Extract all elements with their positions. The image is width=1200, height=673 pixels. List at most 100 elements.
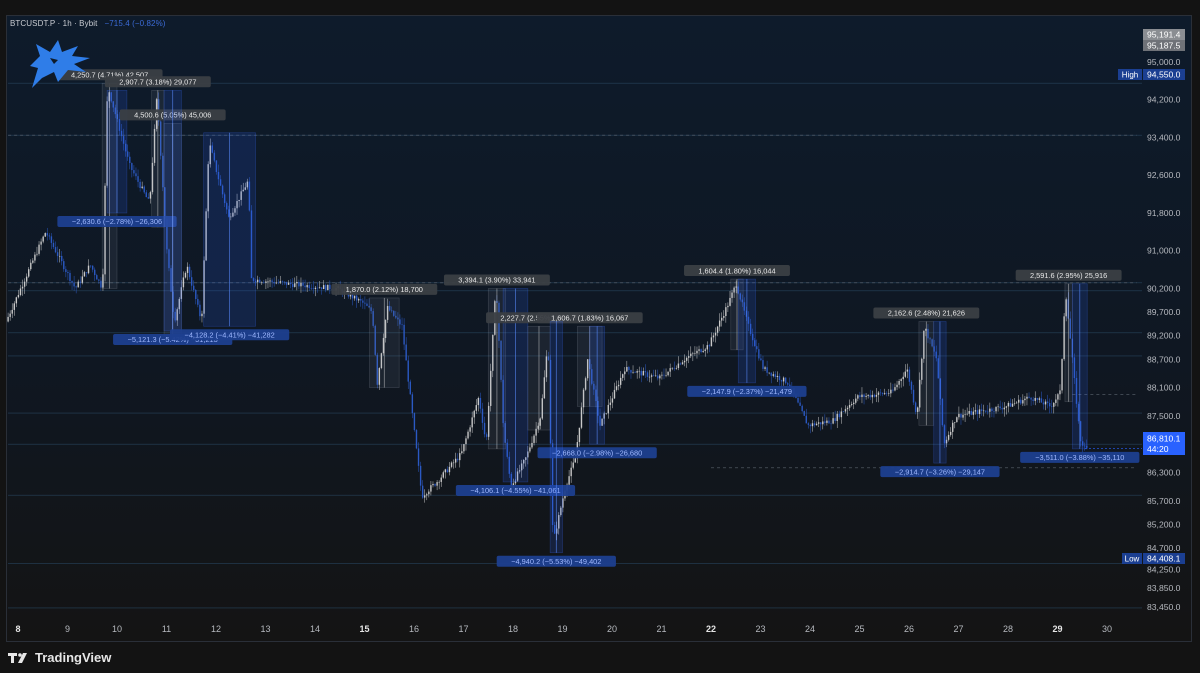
candle-body: [424, 495, 426, 498]
candle-body: [44, 233, 46, 237]
candle-body: [855, 398, 857, 403]
candle-body: [477, 397, 480, 406]
candle-body: [925, 328, 927, 331]
candle-body: [912, 389, 915, 403]
y-tick-label: 88,700.0: [1147, 354, 1181, 364]
x-tick-label: 27: [953, 624, 963, 634]
y-tick-label: 93,400.0: [1147, 132, 1181, 142]
candle-body: [54, 247, 57, 253]
candle-body: [628, 366, 630, 371]
candle-body: [865, 395, 867, 397]
candle-body: [869, 394, 871, 398]
candle-body: [558, 515, 560, 529]
candle-body: [487, 405, 490, 437]
candle-body: [17, 295, 20, 298]
candle-body: [479, 397, 482, 409]
candle-body: [805, 415, 807, 424]
candle-body: [444, 469, 447, 473]
candle-body: [766, 367, 768, 373]
candle-body: [279, 281, 282, 283]
candle-body: [863, 394, 865, 397]
candle-body: [784, 377, 787, 384]
candle-body: [116, 114, 119, 119]
candle-body: [974, 410, 977, 412]
candle-body: [617, 384, 620, 387]
candle-body: [871, 394, 873, 398]
candle-body: [879, 392, 882, 394]
candle-body: [473, 410, 475, 418]
candle-body: [640, 370, 642, 376]
tradingview-branding[interactable]: TradingView: [8, 650, 111, 665]
candle-body: [471, 417, 473, 428]
candle-body: [364, 302, 366, 304]
candle-body: [226, 203, 228, 210]
x-tick-label: 17: [458, 624, 468, 634]
candle-body: [89, 265, 92, 267]
candle-body: [490, 370, 492, 406]
candle-body: [838, 413, 840, 418]
candle-body: [108, 92, 110, 102]
measure-label-bg-up: [1015, 269, 1122, 281]
measure-label: 4,250.7 (4.71%) 42,507: [71, 70, 148, 79]
candle-body: [836, 413, 838, 421]
candle-body: [547, 356, 550, 360]
candle-body: [914, 402, 917, 412]
candle-body: [492, 334, 494, 371]
candle-body: [688, 356, 690, 358]
candle-body: [906, 369, 909, 372]
candle-body: [593, 383, 595, 390]
candle-body: [391, 310, 393, 312]
candle-body: [772, 374, 774, 376]
candle-body: [143, 186, 145, 193]
candle-body: [302, 282, 304, 286]
candle-body: [718, 320, 721, 327]
candle-body: [240, 191, 242, 200]
candle-body: [910, 381, 913, 390]
candle-body: [987, 411, 989, 413]
candle-body: [613, 389, 616, 399]
candle-body: [7, 316, 9, 322]
candle-body: [269, 280, 271, 282]
candle-body: [259, 279, 261, 283]
candle-body: [1040, 398, 1043, 403]
candle-body: [916, 407, 919, 412]
candle-body: [376, 354, 378, 385]
candle-body: [655, 375, 657, 377]
candle-body: [467, 431, 469, 439]
measure-label-bg-up: [443, 274, 550, 286]
candle-body: [271, 280, 273, 282]
measure-label-bg-down: [455, 484, 576, 496]
measure-label-bg-down: [687, 385, 807, 397]
candle-body: [1055, 399, 1057, 403]
candle-body: [531, 442, 533, 448]
candle-body: [611, 398, 614, 403]
y-tick-label: 84,250.0: [1147, 564, 1181, 574]
candle-body: [846, 407, 849, 410]
measure-label: −3,511.0 (−3.88%) −35,110: [1035, 453, 1124, 462]
candle-body: [556, 528, 558, 534]
candle-body: [355, 295, 358, 301]
candle-body: [739, 293, 741, 300]
candle-body: [52, 242, 55, 248]
candle-body: [609, 402, 612, 405]
candle-body: [166, 219, 168, 250]
candle-body: [817, 422, 820, 424]
candle-body: [553, 525, 556, 534]
candle-body: [40, 241, 42, 245]
y-tick-label: 85,200.0: [1147, 519, 1181, 529]
x-tick-label: 18: [508, 624, 518, 634]
candle-body: [898, 380, 900, 385]
candle-body: [939, 378, 942, 399]
candle-body: [985, 410, 987, 412]
candle-body: [822, 421, 824, 425]
candle-body: [265, 281, 267, 283]
measure-label-bg-down: [169, 329, 290, 341]
candle-body: [61, 255, 63, 262]
high-tag-bg: [1118, 69, 1142, 80]
candle-body: [941, 398, 944, 426]
candle-body: [50, 236, 53, 243]
candle-body: [34, 254, 36, 261]
x-tick-label: 22: [706, 624, 716, 634]
candle-body: [949, 431, 952, 435]
